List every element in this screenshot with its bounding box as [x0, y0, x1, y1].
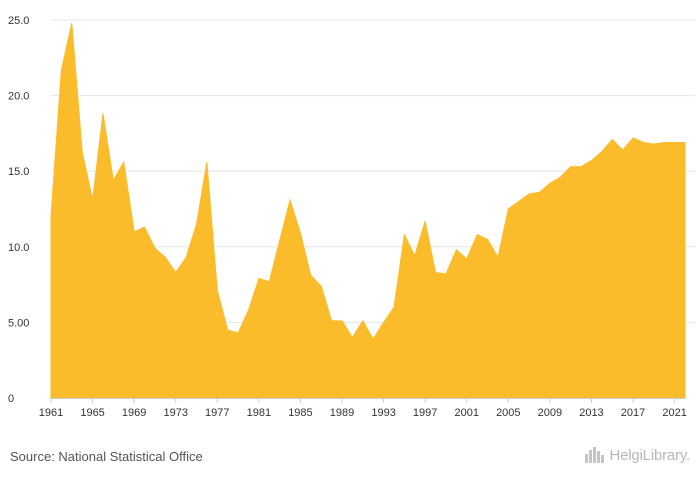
x-tick-label: 2021	[662, 407, 686, 419]
y-tick-label: 10.0	[8, 242, 29, 254]
x-tick-label: 2017	[621, 407, 645, 419]
x-tick-label: 2001	[454, 407, 478, 419]
x-tick-label: 1985	[288, 407, 312, 419]
x-tick-label: 1973	[163, 407, 187, 419]
x-tick-label: 1977	[205, 407, 229, 419]
helgi-library-logo-icon	[584, 447, 604, 463]
x-tick-label: 1969	[122, 407, 146, 419]
x-tick-label: 1989	[330, 407, 354, 419]
x-tick-label: 1993	[371, 407, 395, 419]
x-tick-label: 1997	[413, 407, 437, 419]
axes	[50, 398, 685, 403]
y-tick-label: 0	[8, 393, 14, 405]
x-tick-label: 1981	[247, 407, 271, 419]
area-series	[50, 22, 686, 399]
y-axis-tick-labels: 0 5.00 10.0 15.0 20.0 25.0	[8, 15, 29, 405]
x-tick-label: 2009	[538, 407, 562, 419]
x-tick-label: 2005	[496, 407, 520, 419]
y-tick-label: 20.0	[8, 91, 29, 103]
x-tick-label: 1965	[80, 407, 104, 419]
brand-logo: HelgiLibrary.	[584, 446, 691, 464]
source-note: Source: National Statistical Office	[10, 449, 203, 464]
y-tick-label: 25.0	[8, 15, 29, 27]
x-axis-tick-labels: 1961 1965 1969 1973 1977 1981 1985 1989 1993 1997…	[39, 407, 687, 419]
brand-name: HelgiLibrary.	[609, 446, 691, 464]
y-tick-label: 5.00	[8, 317, 29, 329]
x-tick-label: 2013	[579, 407, 603, 419]
y-tick-label: 15.0	[8, 166, 29, 178]
x-tick-label: 1961	[39, 407, 63, 419]
plot-area	[50, 22, 686, 399]
